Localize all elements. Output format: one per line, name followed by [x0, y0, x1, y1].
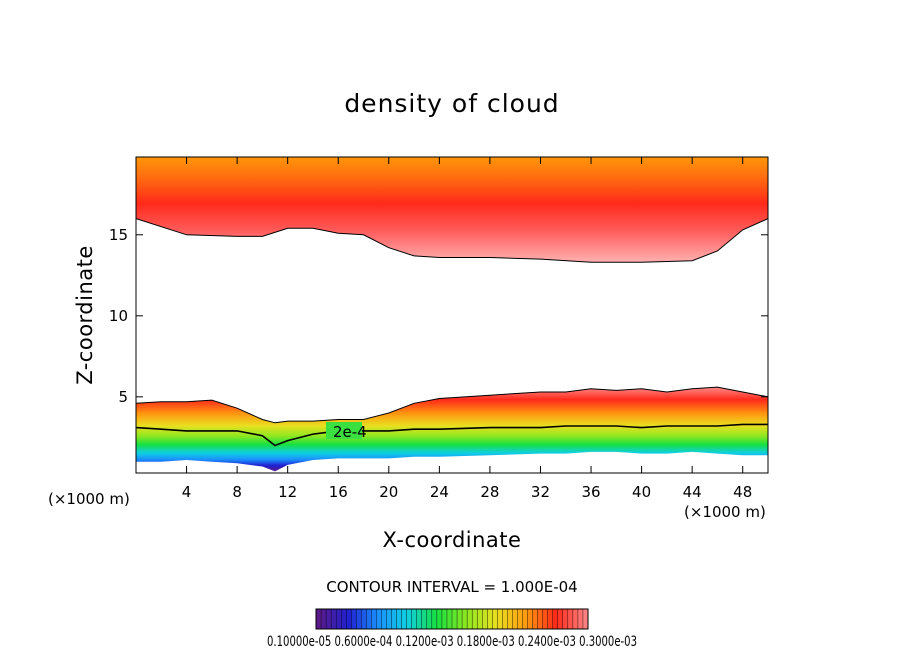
colorbar-swatch	[522, 608, 529, 630]
x-axis-ticks: 4 8 12 16 20 24 28 32 36 40 44 48	[182, 157, 752, 501]
colorbar-swatch	[436, 608, 443, 630]
colorbar-swatch	[552, 608, 559, 630]
colorbar-frame	[315, 608, 589, 630]
contour-label-background	[326, 422, 362, 439]
colorbar-swatch	[411, 608, 418, 630]
y-axis-ticks: 5 10 15	[109, 226, 768, 406]
colorbar-swatch	[351, 608, 357, 630]
colorbar-swatch	[527, 608, 534, 630]
x-tick-label: 12	[278, 483, 297, 501]
colorbar-swatch	[502, 608, 508, 630]
colorbar-swatch	[517, 608, 524, 630]
colorbar-swatch	[582, 608, 589, 630]
colorbar-swatch	[386, 608, 393, 630]
x-tick-label: 40	[632, 483, 651, 501]
colorbar-swatch	[330, 608, 337, 630]
colorbar-swatch	[356, 608, 362, 630]
colorbar-swatch	[325, 608, 332, 630]
x-tick-label: 8	[232, 483, 242, 501]
x-axis-label: X-coordinate	[383, 528, 522, 552]
colorbar-swatch	[507, 608, 513, 630]
colorbar-swatch	[431, 608, 438, 630]
colorbar-swatch	[426, 608, 433, 630]
colorbar-swatch	[421, 608, 428, 630]
x-tick-label: 20	[379, 483, 398, 501]
colorbar-swatch	[547, 608, 554, 630]
colorbar-swatch	[371, 608, 377, 630]
colorbar-swatch	[376, 608, 382, 630]
colorbar-swatch	[492, 608, 498, 630]
x-tick-label: 48	[733, 483, 752, 501]
upper-cloud-layer	[136, 157, 768, 263]
lower-layer-top-contour	[136, 386, 768, 424]
upper-layer-boundary-contour	[136, 218, 768, 263]
y-tick-label: 15	[109, 226, 128, 244]
colorbar-swatch	[466, 608, 473, 630]
colorbar-swatch	[320, 608, 327, 630]
colorbar-swatch	[461, 608, 468, 630]
colorbar-swatch	[487, 608, 493, 630]
colorbar-swatch	[391, 608, 398, 630]
colorbar-swatch	[512, 608, 518, 630]
colorbar	[315, 608, 589, 630]
colorbar-swatch	[476, 608, 483, 630]
colorbar-swatch	[572, 608, 579, 630]
y-tick-label: 5	[118, 388, 128, 406]
x-tick-label: 28	[480, 483, 499, 501]
y-axis-unit: (×1000 m)	[48, 490, 130, 508]
colorbar-swatch	[471, 608, 478, 630]
colorbar-swatch	[381, 608, 388, 630]
colorbar-swatch	[396, 608, 403, 630]
x-tick-label: 4	[182, 483, 192, 501]
x-tick-label: 36	[581, 483, 600, 501]
x-axis-unit: (×1000 m)	[684, 503, 766, 521]
colorbar-swatch	[416, 608, 423, 630]
colorbar-swatch	[315, 608, 322, 630]
x-tick-label: 44	[683, 483, 702, 501]
colorbar-swatch	[451, 608, 458, 630]
y-tick-label: 10	[109, 307, 128, 325]
colorbar-swatch	[441, 608, 448, 630]
colorbar-swatch	[446, 608, 453, 630]
contour-label: 2e-4	[333, 423, 367, 441]
colorbar-swatch	[557, 608, 564, 630]
contour-interval-note: CONTOUR INTERVAL = 1.000E-04	[326, 578, 577, 596]
colorbar-swatch	[542, 608, 549, 630]
x-tick-label: 32	[531, 483, 550, 501]
y-axis-label: Z-coordinate	[73, 245, 97, 385]
contour-line-2e-4	[136, 423, 768, 447]
colorbar-swatch	[577, 608, 584, 630]
plot-frame	[135, 156, 769, 474]
colorbar-swatch	[567, 608, 574, 630]
x-tick-label: 16	[329, 483, 348, 501]
colorbar-swatch	[456, 608, 463, 630]
colorbar-swatch	[537, 608, 544, 630]
colorbar-swatch	[361, 608, 367, 630]
colorbar-swatch	[366, 608, 372, 630]
x-tick-label: 24	[430, 483, 449, 501]
colorbar-swatch	[497, 608, 503, 630]
colorbar-swatch	[532, 608, 539, 630]
colorbar-swatch	[340, 608, 347, 630]
colorbar-swatch	[406, 608, 413, 630]
chart-title: density of cloud	[344, 89, 559, 118]
colorbar-swatch	[401, 608, 408, 630]
colorbar-swatch	[562, 608, 569, 630]
colorbar-swatch	[335, 608, 342, 630]
colorbar-swatch	[482, 608, 488, 630]
colorbar-labels: 0.10000e-05 0.6000e-04 0.1200e-03 0.1800…	[267, 634, 637, 650]
colorbar-swatch	[346, 608, 352, 630]
